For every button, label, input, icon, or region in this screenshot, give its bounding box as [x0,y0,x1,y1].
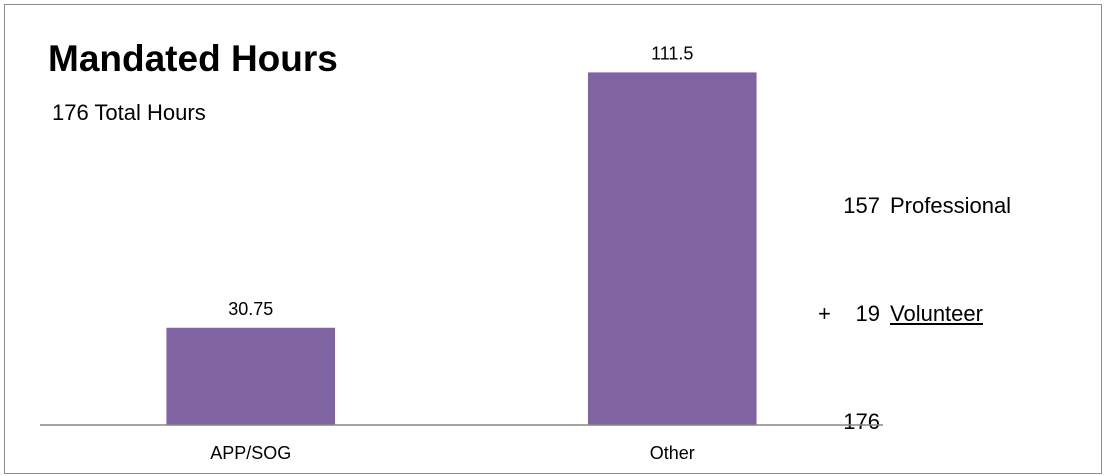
breakdown-number: 157 [843,193,880,218]
bar-other [587,72,757,426]
breakdown-label: Professional [890,193,1012,218]
bar-app-sog [166,327,336,425]
bars-group [166,72,757,426]
breakdown-row-professional: 157 Professional [818,188,1011,224]
data-label: 111.5 [651,43,693,63]
x-tick-label: Other [650,443,695,463]
x-tick-label: APP/SOG [210,443,291,463]
labels-group: 30.75 APP/SOG 111.5 Other [210,43,695,463]
hours-breakdown-annotation: 157 Professional +19 Volunteer 176 [818,116,1011,476]
breakdown-operator: + [818,301,831,326]
chart-subtitle: 176 Total Hours [52,100,206,125]
breakdown-label: Volunteer [890,301,983,326]
breakdown-row-volunteer: +19 Volunteer [818,296,1011,332]
chart-title: Mandated Hours [48,38,338,79]
breakdown-number: 176 [843,409,880,434]
breakdown-number: 19 [855,301,880,326]
breakdown-row-total: 176 [818,404,1011,440]
data-label: 30.75 [228,299,273,319]
